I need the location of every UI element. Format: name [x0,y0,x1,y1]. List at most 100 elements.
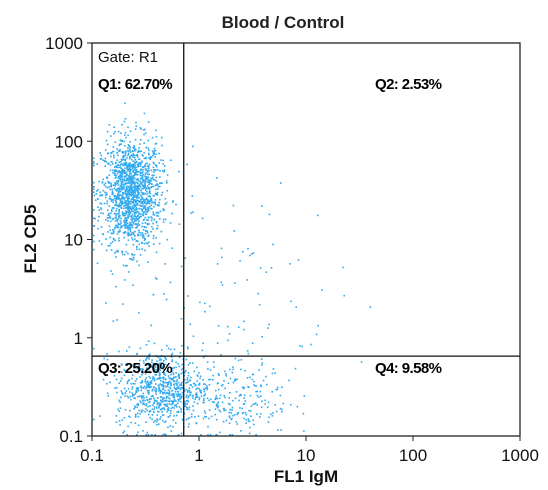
data-point [139,234,141,236]
data-point [180,318,183,320]
data-point [97,197,99,200]
data-point [114,130,116,133]
data-point [126,434,128,436]
data-point [141,396,143,398]
data-point [137,431,139,434]
data-point [139,254,142,256]
data-point [121,197,123,200]
data-point [121,175,124,178]
data-point [173,395,175,397]
data-point [137,186,140,188]
data-point [124,118,127,120]
data-point [188,406,191,409]
data-point [127,379,130,382]
data-point [175,404,177,406]
data-point [117,231,120,233]
data-point [190,391,192,394]
data-point [171,393,173,395]
data-point [161,401,164,403]
data-point [141,210,144,213]
y-tick-label: 10 [64,231,83,250]
data-point [108,198,111,200]
data-point [139,215,141,218]
data-point [110,182,112,185]
data-point [129,223,131,225]
data-point [145,408,147,410]
data-point [289,263,291,265]
data-point [290,403,292,406]
data-point [243,402,246,405]
data-point [124,102,126,105]
data-point [157,410,159,413]
data-point [123,232,126,234]
data-point [147,241,150,244]
data-point [107,163,109,165]
data-point [163,407,165,409]
data-point [129,212,132,214]
data-point [120,204,122,207]
data-point [129,177,132,180]
data-point [198,397,201,399]
data-point [290,300,292,303]
data-point [229,408,231,411]
data-point [166,344,168,347]
data-point [145,226,147,229]
data-point [208,378,210,381]
data-point [178,395,181,398]
data-point [136,226,138,228]
data-point [158,390,160,392]
data-point [151,366,153,369]
data-point [155,176,158,179]
data-point [105,161,108,163]
data-point [167,416,170,418]
data-point [160,384,163,386]
data-point [129,205,131,208]
data-point [232,381,235,384]
data-point [134,238,136,240]
data-point [98,215,100,218]
data-point [202,356,205,359]
data-point [144,205,147,207]
data-point [132,146,134,149]
data-point [153,411,155,414]
data-point [144,182,146,184]
data-point [203,388,205,390]
data-point [114,219,117,222]
data-point [210,398,212,401]
data-point [169,348,172,351]
data-point [267,327,269,329]
data-point [246,279,248,281]
data-point [144,373,147,375]
data-point [154,277,157,279]
data-point [123,185,126,188]
data-point [252,403,254,406]
data-point [111,199,114,201]
data-point [127,252,129,255]
data-point [212,361,215,363]
data-point [159,403,162,406]
data-point [139,177,142,180]
data-point [135,194,138,196]
data-point [229,434,231,436]
data-point [110,152,113,155]
data-point [132,210,135,213]
data-point [211,401,214,403]
data-point [237,411,240,414]
data-point [116,391,118,394]
data-point [152,211,154,213]
data-point [239,260,241,262]
data-point [135,160,138,163]
data-point [141,380,143,382]
data-point [255,390,257,393]
data-point [137,162,140,164]
data-point [141,176,144,178]
data-point [130,189,132,192]
data-point [129,189,131,191]
data-point [150,219,153,222]
data-point [166,395,168,398]
data-point [106,186,108,189]
data-point [258,303,261,306]
data-point [151,217,153,219]
data-point [171,403,174,405]
data-point [180,386,182,389]
